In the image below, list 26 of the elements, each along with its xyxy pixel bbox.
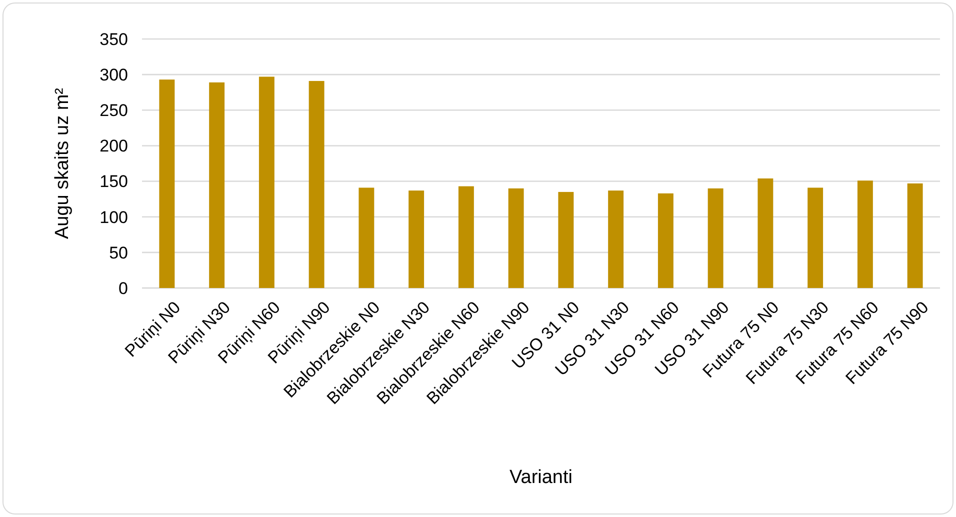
y-tick-label: 50 xyxy=(109,243,128,262)
bar xyxy=(558,192,574,288)
bar xyxy=(708,188,724,288)
y-tick-label: 150 xyxy=(100,172,128,192)
bar xyxy=(308,80,324,288)
y-tick-label: 300 xyxy=(100,66,128,85)
bar xyxy=(159,80,175,288)
y-tick-label: 200 xyxy=(100,136,128,156)
bar xyxy=(758,178,774,288)
bar xyxy=(358,188,374,288)
y-tick-label: 100 xyxy=(100,208,128,227)
x-axis-title: Varianti xyxy=(509,467,573,488)
bar xyxy=(608,190,624,288)
bar xyxy=(408,190,424,288)
bar xyxy=(508,188,524,288)
bar xyxy=(808,188,824,288)
y-tick-label: 350 xyxy=(100,30,128,49)
y-axis-title: Augu skaits uz m² xyxy=(52,88,73,239)
y-tick-label: 0 xyxy=(118,278,128,298)
bar xyxy=(857,180,873,288)
bar xyxy=(258,76,274,288)
y-tick-label: 250 xyxy=(100,101,128,120)
bar xyxy=(209,82,225,288)
bar xyxy=(907,183,923,288)
bar xyxy=(658,193,674,288)
bar xyxy=(458,186,474,288)
